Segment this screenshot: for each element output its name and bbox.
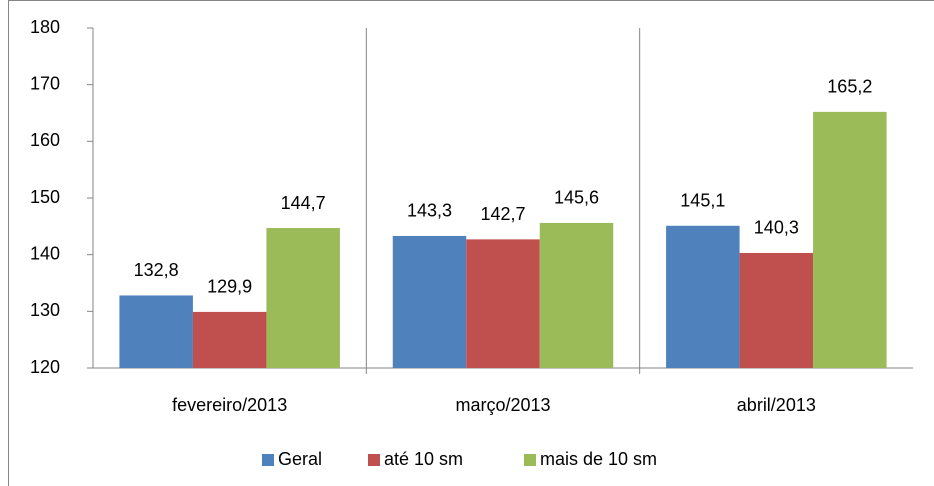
legend-swatch <box>524 454 536 466</box>
x-tick-label: fevereiro/2013 <box>172 395 287 415</box>
y-tick-label: 140 <box>30 243 60 263</box>
value-label: 142,7 <box>480 204 525 224</box>
value-label: 129,9 <box>207 277 252 297</box>
value-label: 143,3 <box>407 201 452 221</box>
legend-swatch <box>262 454 274 466</box>
y-tick-label: 180 <box>30 17 60 37</box>
legend-swatch <box>368 454 380 466</box>
y-tick-label: 130 <box>30 300 60 320</box>
x-tick-label: abril/2013 <box>737 395 816 415</box>
y-tick-label: 150 <box>30 187 60 207</box>
bar <box>266 228 340 368</box>
value-label: 165,2 <box>827 77 872 97</box>
y-tick-label: 120 <box>30 357 60 377</box>
bar <box>666 225 740 368</box>
bar <box>466 239 540 368</box>
y-tick-label: 170 <box>30 73 60 93</box>
bar <box>539 222 614 368</box>
y-tick-label: 160 <box>30 130 60 150</box>
bar <box>392 235 467 368</box>
bar <box>192 311 267 368</box>
value-label: 145,1 <box>680 191 725 211</box>
x-tick-label: março/2013 <box>455 395 550 415</box>
bar <box>119 295 193 368</box>
legend-label: Geral <box>278 449 322 469</box>
legend-label: até 10 sm <box>384 449 463 469</box>
value-label: 145,6 <box>554 188 599 208</box>
value-label: 132,8 <box>134 260 179 280</box>
value-label: 140,3 <box>754 218 799 238</box>
bar <box>813 111 887 368</box>
chart-border <box>8 0 934 486</box>
legend-label: mais de 10 sm <box>540 449 657 469</box>
value-label: 144,7 <box>281 193 326 213</box>
bar <box>739 252 814 368</box>
